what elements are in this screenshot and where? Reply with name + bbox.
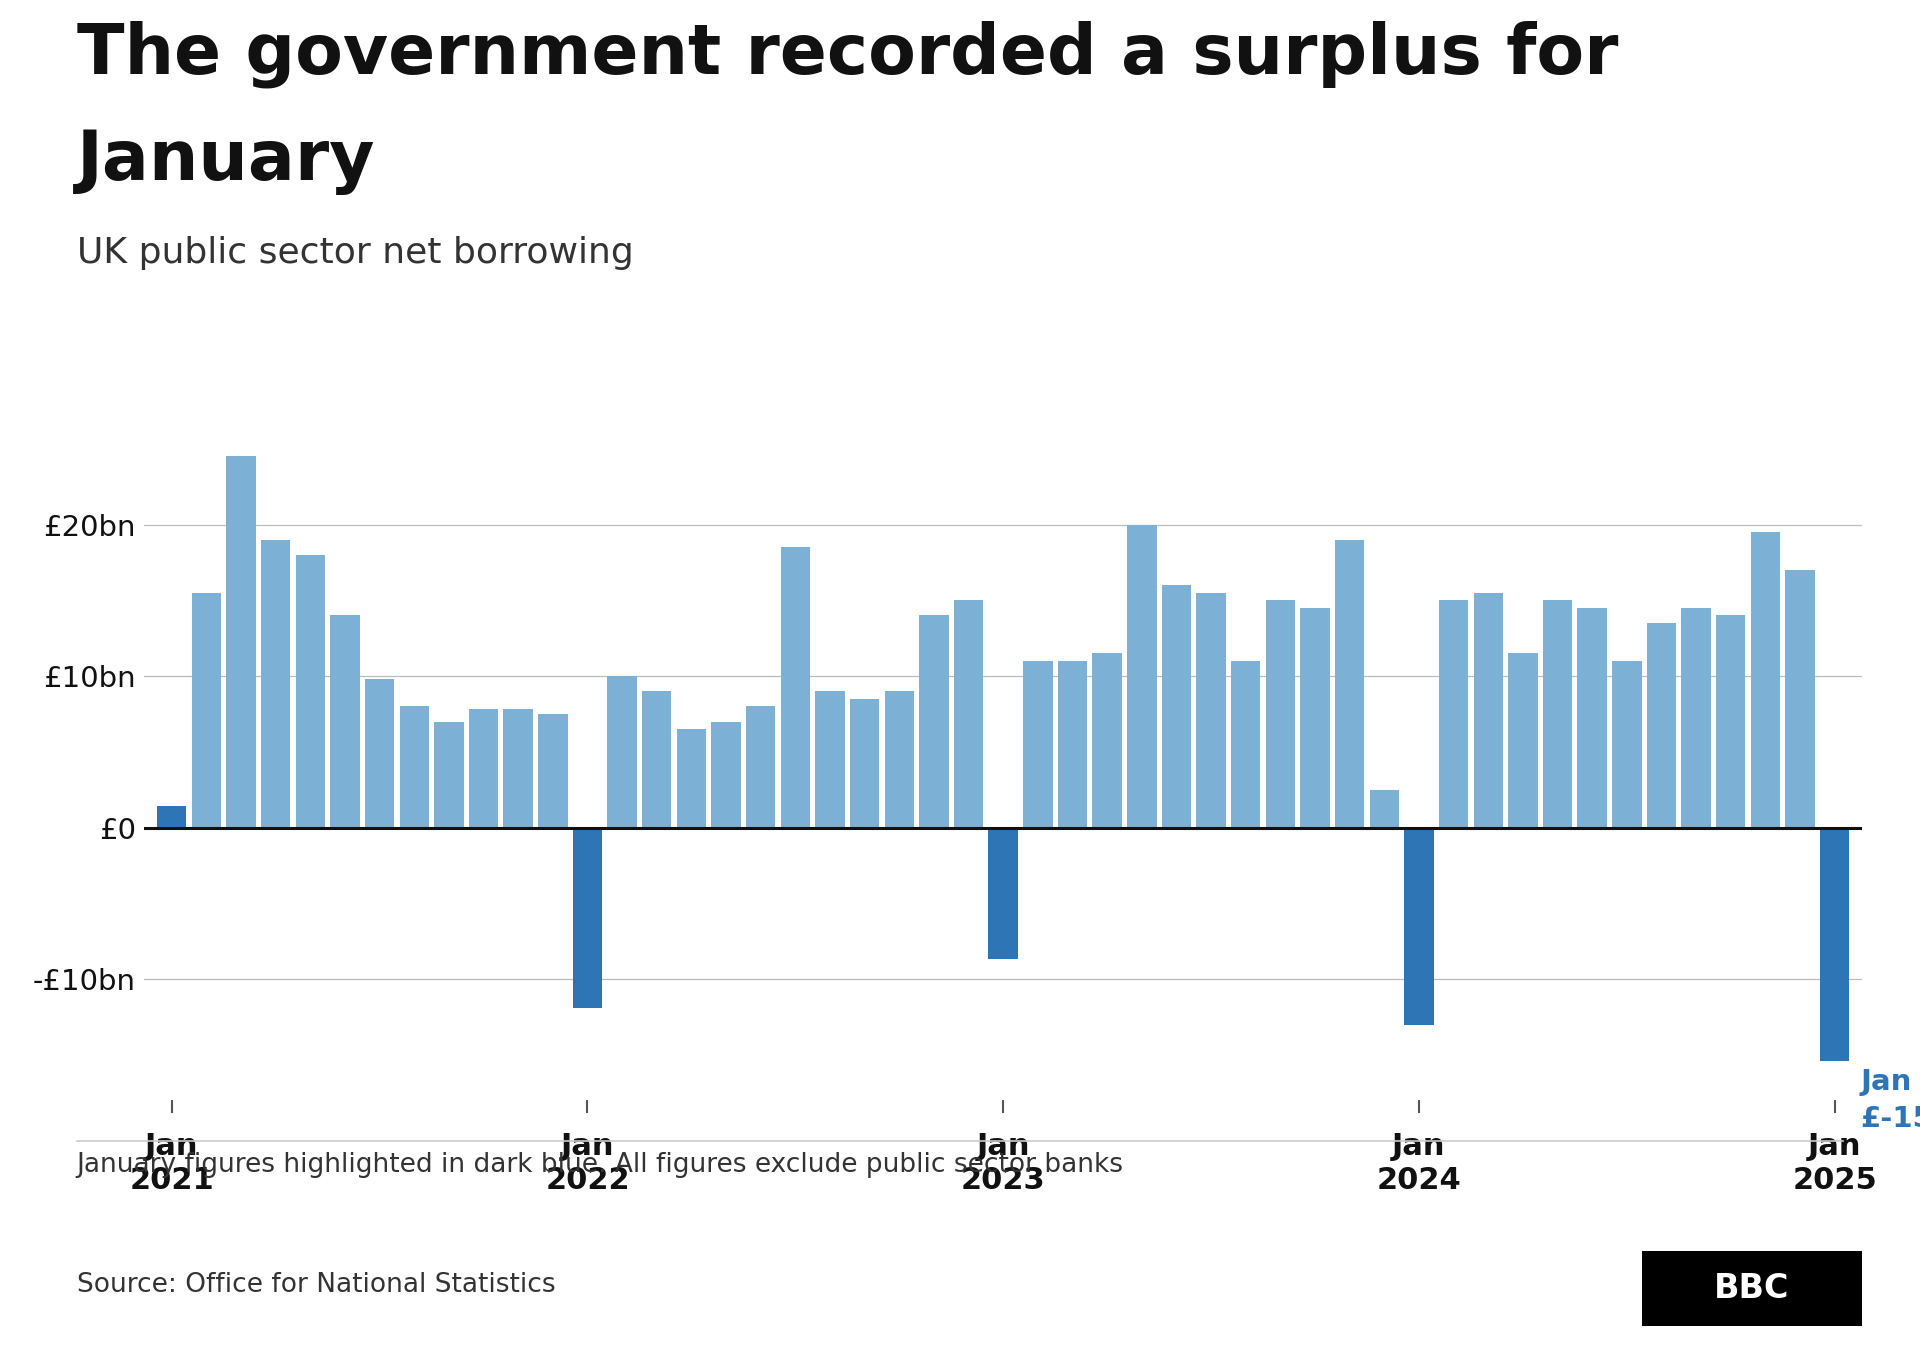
Bar [1023,662,1052,828]
Text: The government recorded a surplus for: The government recorded a surplus for [77,20,1619,88]
Bar [1820,828,1849,1061]
Bar [1369,790,1400,828]
Text: UK public sector net borrowing: UK public sector net borrowing [77,236,634,270]
Bar [538,714,568,828]
Bar [1613,662,1642,828]
Bar [676,729,707,828]
Bar [1544,601,1572,828]
Bar [1647,624,1676,828]
Bar [851,699,879,828]
Bar [296,555,324,828]
Text: January figures highlighted in dark blue. All figures exclude public sector bank: January figures highlighted in dark blue… [77,1152,1123,1177]
Bar [1231,662,1260,828]
Bar [1058,662,1087,828]
Bar [1682,608,1711,828]
Bar [192,593,221,828]
Bar [227,456,255,828]
Bar [989,828,1018,960]
Bar [1716,616,1745,828]
Bar [1751,532,1780,828]
Bar [920,616,948,828]
Bar [607,676,637,828]
Bar [468,709,499,828]
Bar [1404,828,1434,1025]
Bar [434,721,463,828]
Bar [1334,540,1365,828]
Bar [157,806,186,828]
Bar [503,709,534,828]
Bar [641,691,672,828]
Bar [1162,585,1190,828]
Bar [1300,608,1331,828]
Bar [1507,653,1538,828]
Bar [1578,608,1607,828]
Bar [399,706,428,828]
Bar [261,540,290,828]
Bar [885,691,914,828]
Text: January: January [77,128,374,196]
Bar [1265,601,1296,828]
Bar [816,691,845,828]
Bar [1438,601,1469,828]
Bar [1473,593,1503,828]
Bar [710,721,741,828]
Bar [1092,653,1121,828]
Bar [954,601,983,828]
Bar [330,616,359,828]
Bar [747,706,776,828]
Bar [365,679,394,828]
Text: Jan 25
£-15.4bn: Jan 25 £-15.4bn [1860,1068,1920,1133]
Bar [572,828,603,1008]
Text: BBC: BBC [1715,1272,1789,1305]
Bar [1196,593,1225,828]
Bar [781,547,810,828]
Bar [1127,525,1156,828]
Text: Source: Office for National Statistics: Source: Office for National Statistics [77,1272,555,1297]
Bar [1786,570,1814,828]
